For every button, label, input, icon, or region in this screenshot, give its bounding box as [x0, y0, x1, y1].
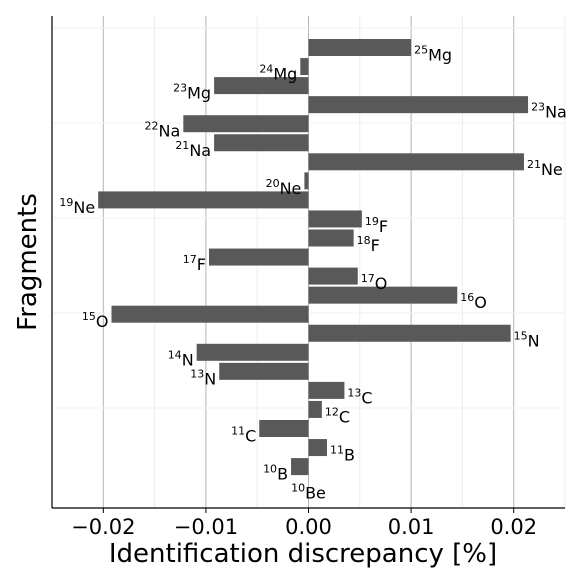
- bar-label-21-Na: 21Na: [175, 139, 211, 160]
- bar-label-15-N: 15N: [514, 329, 540, 350]
- bar-label-14-N: 14N: [168, 348, 194, 369]
- bar-label-10-Be: 10Be: [291, 482, 326, 503]
- bar-label-11-B: 11B: [330, 444, 355, 465]
- x-tick-label: 0.00: [285, 515, 332, 539]
- bar-label-17-O: 17O: [361, 272, 388, 293]
- bar-label-23-Na: 23Na: [531, 101, 567, 122]
- bar-labels: 25Mg24Mg23Mg23Na22Na21Na21Ne20Ne19Ne19F1…: [59, 44, 566, 503]
- x-tick-labels: −0.02 −0.01 0.00 0.01 0.02: [71, 508, 537, 539]
- bar-15-N: [308, 324, 511, 342]
- x-tick-label: 0.02: [490, 515, 537, 539]
- bar-13-N: [219, 362, 309, 380]
- bar-label-25-Mg: 25Mg: [414, 44, 452, 65]
- bar-24-Mg: [300, 58, 309, 76]
- bar-11-B: [308, 439, 327, 457]
- bar-22-Na: [183, 115, 309, 133]
- bar-label-11-C: 11C: [231, 425, 256, 446]
- bar-label-21-Ne: 21Ne: [527, 158, 563, 179]
- bar-23-Na: [308, 96, 529, 114]
- bar-11-C: [259, 420, 309, 437]
- y-axis-title: Fragments: [13, 193, 43, 331]
- bar-18-F: [308, 229, 354, 247]
- bar-label-13-N: 13N: [190, 367, 216, 388]
- bar-label-17-F: 17F: [183, 253, 206, 274]
- bar-label-10-B: 10B: [263, 463, 288, 484]
- x-axis-title: Identification discrepancy [%]: [109, 539, 497, 569]
- bar-label-24-Mg: 24Mg: [259, 63, 297, 84]
- bar-label-16-O: 16O: [460, 291, 487, 312]
- bar-label-23-Mg: 23Mg: [173, 82, 211, 103]
- bar-label-19-Ne: 19Ne: [59, 196, 95, 217]
- bar-17-O: [308, 267, 358, 285]
- bar-13-C: [308, 381, 345, 399]
- bar-label-20-Ne: 20Ne: [266, 177, 302, 198]
- bar-20-Ne: [304, 172, 309, 190]
- bar-label-13-C: 13C: [347, 386, 372, 407]
- bar-label-12-C: 12C: [325, 405, 350, 426]
- bar-label-18-F: 18F: [357, 234, 380, 255]
- bar-19-F: [308, 210, 362, 228]
- bar-25-Mg: [308, 39, 412, 56]
- bar-label-19-F: 19F: [365, 215, 388, 236]
- bar-14-N: [196, 343, 309, 361]
- bar-19-Ne: [98, 191, 309, 209]
- bar-16-O: [308, 286, 458, 304]
- bar-23-Mg: [214, 77, 309, 95]
- bar-label-22-Na: 22Na: [145, 120, 181, 141]
- bar-21-Ne: [308, 153, 524, 171]
- bar-17-F: [208, 248, 309, 266]
- x-tick-label: −0.01: [174, 515, 238, 539]
- bar-10-B: [291, 458, 309, 476]
- x-tick-label: −0.02: [71, 515, 135, 539]
- bar-15-O: [111, 305, 309, 323]
- bar-12-C: [308, 400, 322, 418]
- x-tick-label: 0.01: [388, 515, 435, 539]
- bar-label-15-O: 15O: [82, 310, 109, 331]
- bar-21-Na: [214, 134, 309, 152]
- bars: [98, 39, 529, 476]
